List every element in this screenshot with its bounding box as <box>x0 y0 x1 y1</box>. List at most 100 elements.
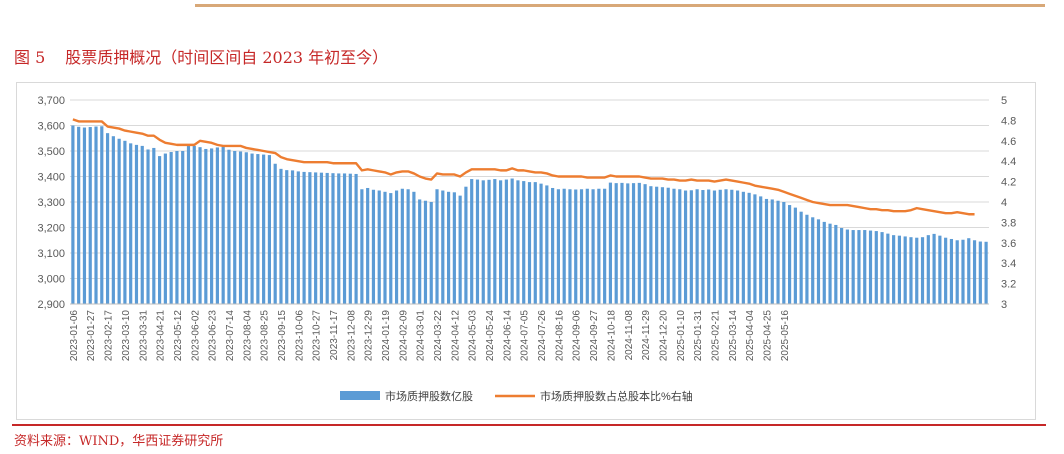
bar <box>470 179 474 304</box>
bar <box>961 239 965 304</box>
bar <box>262 154 266 304</box>
bar <box>175 151 179 304</box>
bar <box>759 196 763 304</box>
bar <box>666 187 670 304</box>
y-right-tick-label: 3.6 <box>1001 238 1016 250</box>
source-note: 资料来源：WIND，华西证券研究所 <box>14 434 224 449</box>
y-left-tick-label: 3,600 <box>37 121 65 133</box>
bar <box>782 202 786 304</box>
x-tick-label: 2024-03-01 <box>416 310 427 362</box>
bar <box>331 173 335 304</box>
bar <box>915 237 919 304</box>
bar <box>273 163 277 304</box>
bar <box>938 235 942 304</box>
bar <box>764 198 769 304</box>
bar <box>82 127 87 304</box>
bar <box>290 170 295 304</box>
bar <box>724 189 728 304</box>
bar <box>267 155 271 304</box>
bar <box>383 191 387 304</box>
bar <box>556 189 560 304</box>
x-tick-label: 2024-01-19 <box>381 310 392 362</box>
bar <box>71 125 75 304</box>
bar <box>100 126 104 304</box>
x-tick-label: 2024-11-08 <box>624 310 635 361</box>
figure-number: 图 5 <box>14 48 46 67</box>
y-right-tick-label: 4.2 <box>1001 177 1016 189</box>
bar <box>660 187 665 304</box>
bar <box>944 237 948 304</box>
x-tick-label: 2024-10-18 <box>606 310 617 362</box>
bar <box>707 189 711 304</box>
y-right-tick-label: 4.4 <box>1001 156 1016 168</box>
bar <box>972 240 977 304</box>
bar <box>319 172 324 304</box>
bar <box>597 188 601 304</box>
x-tick-label: 2025-03-14 <box>728 310 739 362</box>
bar <box>631 183 636 304</box>
bar <box>314 172 318 304</box>
bar <box>342 173 347 304</box>
x-tick-label: 2024-05-03 <box>468 310 479 362</box>
y-left-tick-label: 2,900 <box>37 299 65 311</box>
bar <box>105 133 110 304</box>
x-tick-label: 2023-06-02 <box>190 310 201 362</box>
figure-title-text: 股票质押概况（时间区间自 2023 年初至今） <box>65 48 389 67</box>
bar <box>285 170 289 305</box>
bar <box>747 192 751 304</box>
pledge-chart: 2,900 3,000 3,100 3,200 3,300 3,400 3,500 3,600… <box>37 95 1016 403</box>
y-right-tick-label: 3 <box>1001 299 1007 311</box>
bar <box>377 190 381 304</box>
bar <box>429 202 433 304</box>
x-tick-label: 2024-11-29 <box>641 310 652 361</box>
bar <box>308 172 312 304</box>
y-left-tick-label: 3,700 <box>37 95 65 107</box>
bar <box>418 199 422 304</box>
bar <box>672 188 676 304</box>
bar <box>134 144 139 304</box>
bar <box>94 126 98 304</box>
bar <box>435 189 439 304</box>
bar <box>446 191 451 304</box>
bar <box>192 145 196 304</box>
bar <box>215 147 219 304</box>
bar <box>533 182 537 304</box>
bar <box>527 182 532 304</box>
x-tick-label: 2023-05-12 <box>173 310 184 362</box>
bar <box>198 147 202 304</box>
bar <box>221 146 225 304</box>
bar <box>394 190 399 304</box>
bar <box>481 180 485 304</box>
bar <box>522 181 526 304</box>
bar <box>77 126 81 304</box>
bar <box>146 149 150 304</box>
bar <box>637 182 641 305</box>
x-tick-label: 2024-12-20 <box>658 310 669 362</box>
legend-line-label: 市场质押股数占总股本比%右轴 <box>540 389 693 403</box>
bar <box>776 200 780 304</box>
bar <box>452 192 456 304</box>
bar <box>903 236 907 304</box>
x-tick-label: 2024-02-09 <box>398 310 409 362</box>
y-right-tick-label: 3.4 <box>1001 258 1016 270</box>
bar <box>649 186 653 304</box>
bar <box>701 190 705 304</box>
y-right-tick-label: 4 <box>1001 197 1007 209</box>
y-left-tick-label: 3,200 <box>37 223 65 235</box>
y-left-tick-label: 3,300 <box>37 197 65 209</box>
x-tick-label: 2023-04-21 <box>156 310 167 362</box>
bar <box>256 154 260 304</box>
bar <box>851 230 855 304</box>
bar <box>770 199 774 304</box>
bar <box>863 230 867 304</box>
bar <box>539 183 543 304</box>
x-tick-label: 2024-04-12 <box>450 310 461 362</box>
x-tick-label: 2023-09-15 <box>277 310 288 362</box>
bar <box>626 183 630 304</box>
bar <box>614 183 618 304</box>
bar <box>955 240 959 304</box>
bar <box>978 241 982 304</box>
bar <box>857 230 861 304</box>
bar <box>655 186 659 304</box>
bar <box>880 232 884 304</box>
